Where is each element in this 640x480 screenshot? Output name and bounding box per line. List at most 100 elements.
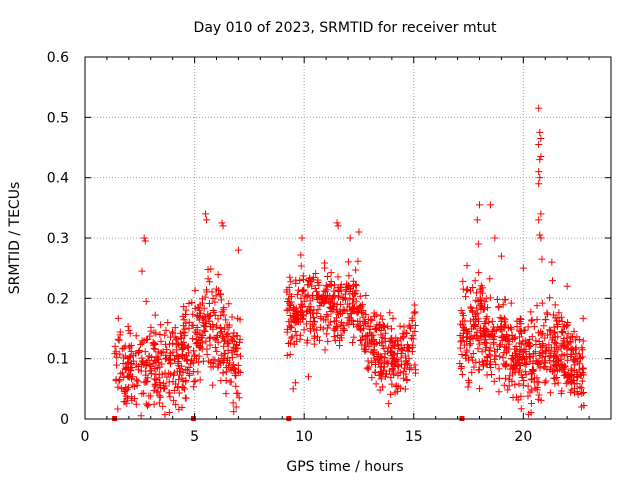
data-point xyxy=(346,294,354,302)
data-point xyxy=(515,368,523,376)
data-point xyxy=(328,303,336,311)
data-point xyxy=(324,324,332,332)
data-point xyxy=(137,340,145,348)
data-point xyxy=(405,321,413,329)
data-point xyxy=(522,371,530,379)
data-point xyxy=(458,371,466,379)
data-point xyxy=(500,349,508,357)
data-point xyxy=(119,369,127,377)
data-point xyxy=(286,273,294,281)
data-point xyxy=(361,347,369,355)
data-point xyxy=(125,373,133,381)
data-point xyxy=(462,293,470,301)
data-point xyxy=(319,325,327,333)
data-point xyxy=(405,354,413,362)
data-point xyxy=(543,310,551,318)
data-point xyxy=(539,340,547,348)
data-point xyxy=(144,335,152,343)
data-point xyxy=(498,324,506,332)
data-point xyxy=(157,321,165,329)
data-point xyxy=(298,303,306,311)
data-point xyxy=(545,326,553,334)
data-point xyxy=(400,323,408,331)
y-tick-label: 0.5 xyxy=(47,110,69,126)
data-point xyxy=(183,356,191,364)
data-point xyxy=(521,360,529,368)
data-point xyxy=(515,359,523,367)
data-point xyxy=(185,349,193,357)
data-point-outlier xyxy=(333,219,341,227)
data-point xyxy=(321,346,329,354)
data-point xyxy=(456,359,464,367)
data-point xyxy=(364,365,372,373)
data-point xyxy=(288,323,296,331)
data-point xyxy=(551,301,559,309)
data-point xyxy=(407,324,415,332)
data-point xyxy=(114,335,122,343)
data-point xyxy=(370,348,378,356)
data-point xyxy=(150,344,158,352)
data-point xyxy=(517,392,525,400)
data-point xyxy=(330,317,338,325)
data-point xyxy=(162,340,170,348)
data-point xyxy=(294,286,302,294)
data-point xyxy=(532,337,540,345)
data-point xyxy=(178,351,186,359)
data-point xyxy=(541,316,549,324)
data-point xyxy=(220,342,228,350)
data-point xyxy=(147,392,155,400)
data-point xyxy=(172,380,180,388)
data-point xyxy=(122,366,130,374)
data-point xyxy=(159,348,167,356)
data-point xyxy=(495,365,503,373)
data-point xyxy=(385,400,393,408)
data-point xyxy=(579,337,587,345)
data-point xyxy=(214,271,222,279)
data-point xyxy=(163,346,171,354)
data-point xyxy=(535,391,543,399)
data-point xyxy=(194,368,202,376)
data-point xyxy=(473,289,481,297)
data-point xyxy=(557,313,565,321)
data-point xyxy=(564,330,572,338)
data-point-outlier xyxy=(537,153,545,161)
data-point xyxy=(217,290,225,298)
data-point xyxy=(209,325,217,333)
data-point-outlier xyxy=(536,156,544,164)
data-point xyxy=(472,310,480,318)
data-point xyxy=(228,349,236,357)
data-point xyxy=(297,308,305,316)
data-point xyxy=(175,376,183,384)
data-point xyxy=(384,348,392,356)
data-point xyxy=(291,309,299,317)
data-point xyxy=(231,371,239,379)
data-point xyxy=(350,333,358,341)
data-point xyxy=(520,376,528,384)
data-point-outlier xyxy=(202,210,210,218)
data-point xyxy=(314,333,322,341)
data-point xyxy=(303,336,311,344)
data-point xyxy=(334,284,342,292)
data-point xyxy=(209,307,217,315)
data-point xyxy=(131,383,139,391)
data-point xyxy=(287,278,295,286)
data-point xyxy=(460,341,468,349)
data-point xyxy=(218,332,226,340)
data-point xyxy=(561,368,569,376)
data-point xyxy=(525,353,533,361)
data-point xyxy=(573,373,581,381)
data-point xyxy=(118,345,126,353)
data-point xyxy=(373,352,381,360)
data-point xyxy=(530,323,538,331)
data-point xyxy=(543,344,551,352)
data-point xyxy=(491,355,499,363)
data-point xyxy=(549,334,557,342)
data-point xyxy=(142,297,150,305)
data-points xyxy=(111,104,588,420)
data-point xyxy=(122,386,130,394)
x-tick-label: 10 xyxy=(295,429,313,445)
data-point xyxy=(458,350,466,358)
data-point xyxy=(232,403,240,411)
data-point xyxy=(493,295,501,303)
